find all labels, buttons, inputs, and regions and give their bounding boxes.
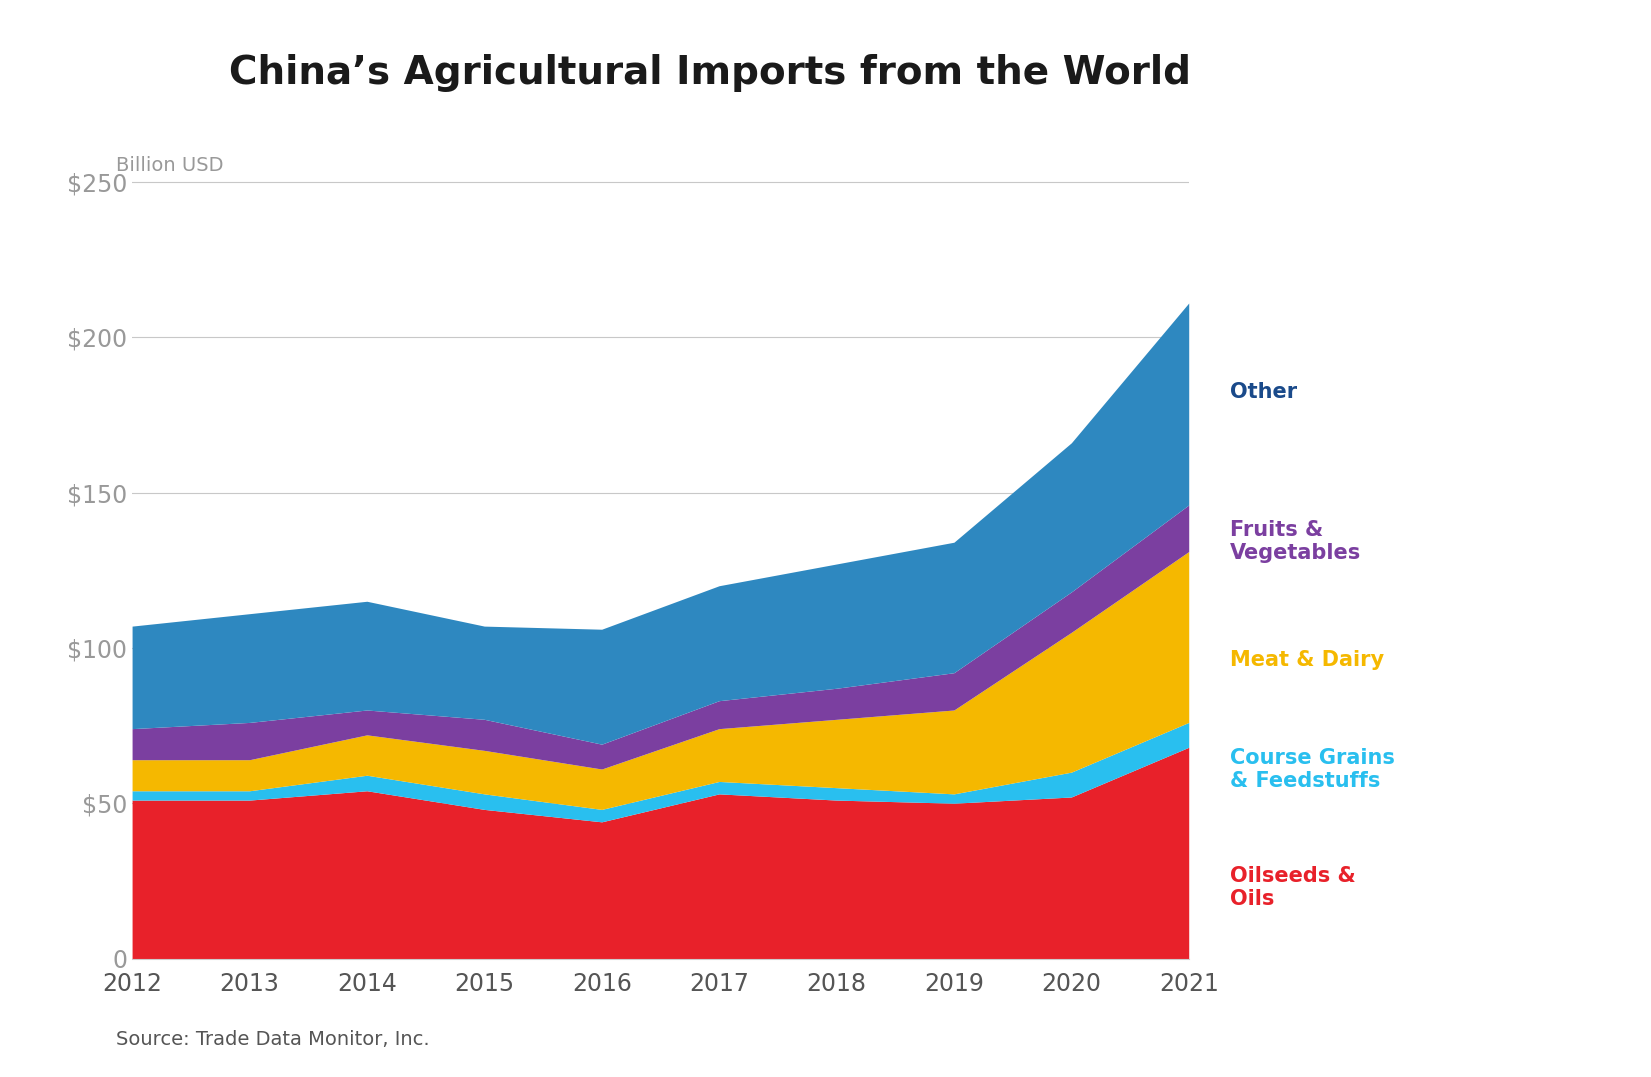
- Text: China’s Agricultural Imports from the World: China’s Agricultural Imports from the Wo…: [229, 54, 1190, 92]
- Text: Other: Other: [1230, 382, 1298, 403]
- Text: Course Grains
& Feedstuffs: Course Grains & Feedstuffs: [1230, 749, 1395, 792]
- Text: Billion USD: Billion USD: [116, 156, 223, 176]
- Text: Meat & Dairy: Meat & Dairy: [1230, 649, 1384, 670]
- Text: Oilseeds &
Oils: Oilseeds & Oils: [1230, 866, 1355, 909]
- Text: Source: Trade Data Monitor, Inc.: Source: Trade Data Monitor, Inc.: [116, 1030, 429, 1049]
- Text: Fruits &
Vegetables: Fruits & Vegetables: [1230, 520, 1360, 563]
